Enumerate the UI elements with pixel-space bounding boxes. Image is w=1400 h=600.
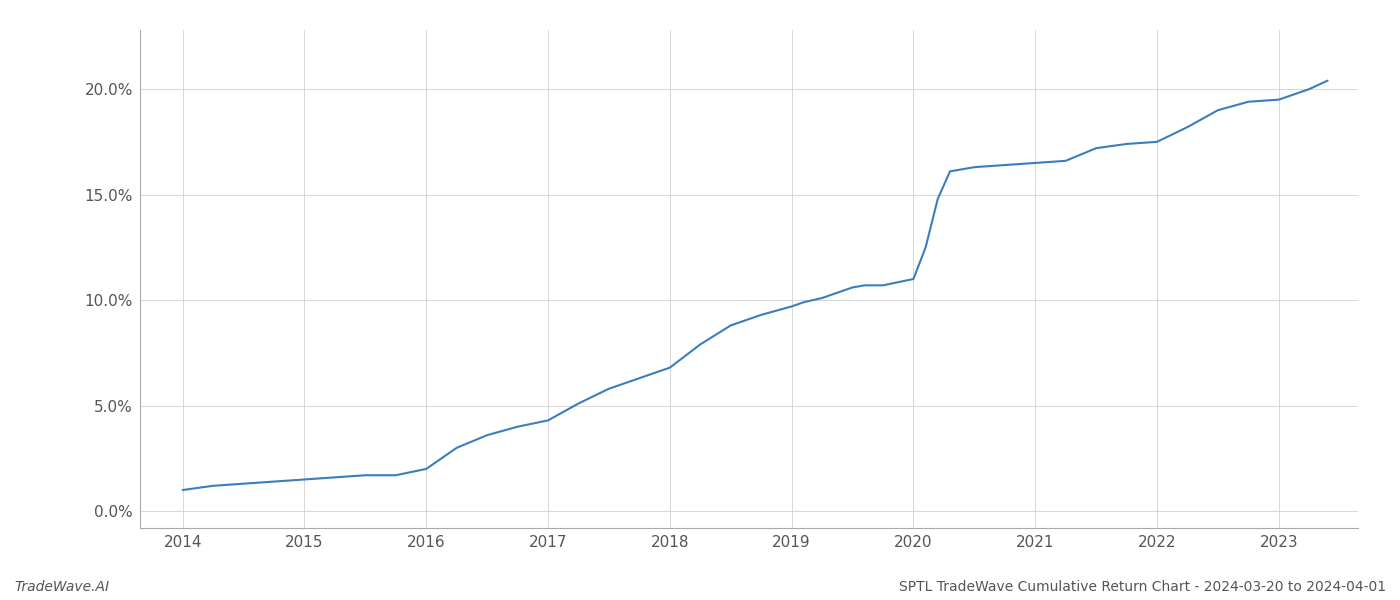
Text: TradeWave.AI: TradeWave.AI (14, 580, 109, 594)
Text: SPTL TradeWave Cumulative Return Chart - 2024-03-20 to 2024-04-01: SPTL TradeWave Cumulative Return Chart -… (899, 580, 1386, 594)
